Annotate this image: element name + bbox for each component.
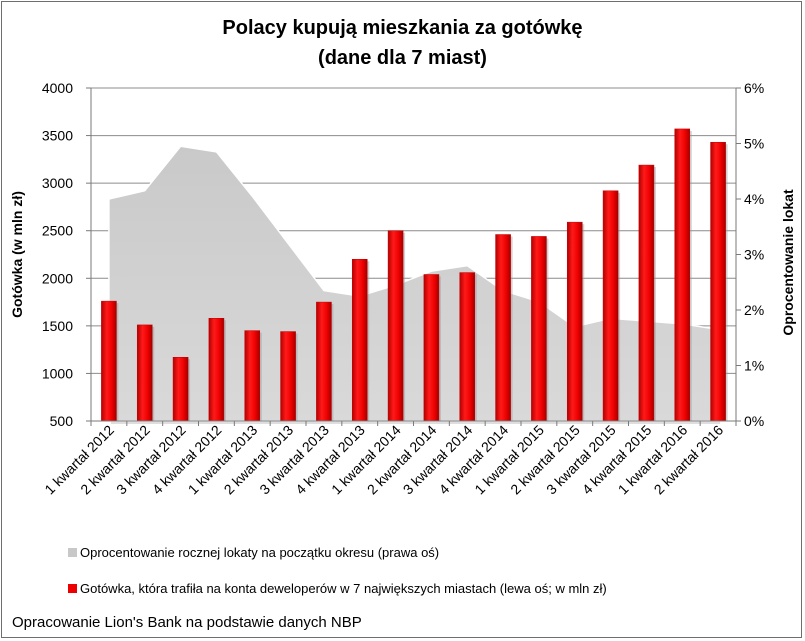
legend-item-bars: Gotówka, która trafiła na konta dewelope…	[68, 581, 607, 596]
legend-item-area: Oprocentowanie rocznej lokaty na początk…	[68, 545, 439, 560]
legend-swatch-bars	[68, 584, 77, 593]
right-tick-label: 6%	[744, 80, 764, 96]
right-tick-label: 3%	[744, 247, 764, 263]
right-tick-label: 0%	[744, 413, 764, 429]
left-tick-label: 500	[50, 413, 74, 429]
right-tick-label: 1%	[744, 358, 764, 374]
bar-14	[566, 221, 583, 422]
legend-label-area: Oprocentowanie rocznej lokaty na początk…	[80, 545, 440, 560]
bar-8	[351, 259, 368, 422]
bar-15	[602, 190, 619, 422]
y2-axis-title: Oprocentowanie lokat	[780, 189, 796, 336]
y-axis-title: Gotówka (w mln zł)	[9, 191, 25, 318]
bar-3	[172, 357, 189, 422]
right-tick-label: 2%	[744, 302, 764, 318]
bar-11	[459, 272, 476, 422]
left-tick-label: 4000	[42, 80, 73, 96]
left-tick-label: 3000	[42, 175, 73, 191]
bar-12	[495, 234, 511, 422]
bar-17	[674, 128, 691, 422]
legend-swatch-area	[68, 548, 77, 557]
left-tick-label: 3500	[42, 128, 73, 144]
bar-6	[280, 331, 296, 422]
left-tick-label: 1500	[42, 318, 73, 334]
left-tick-label: 2000	[42, 270, 73, 286]
legend-label-bars: Gotówka, która trafiła na konta dewelope…	[80, 581, 607, 596]
right-tick-label: 4%	[744, 191, 764, 207]
chart-subtitle: (dane dla 7 miast)	[318, 47, 487, 69]
bar-4	[208, 317, 225, 422]
bar-5	[244, 330, 261, 422]
bar-18	[710, 141, 726, 422]
bar-16	[638, 164, 655, 422]
bar-10	[423, 274, 440, 422]
left-tick-label: 2500	[42, 223, 73, 239]
left-tick-label: 1000	[42, 365, 73, 381]
right-tick-label: 5%	[744, 136, 764, 152]
bar-13	[531, 236, 547, 422]
source-note: Opracowanie Lion's Bank na podstawie dan…	[12, 614, 362, 631]
bar-9	[387, 230, 404, 422]
bar-2	[136, 324, 153, 422]
bar-7	[316, 301, 332, 422]
bar-1	[101, 300, 117, 422]
area-series-rate	[108, 145, 719, 422]
chart-title: Polacy kupują mieszkania za gotówkę	[222, 17, 583, 39]
